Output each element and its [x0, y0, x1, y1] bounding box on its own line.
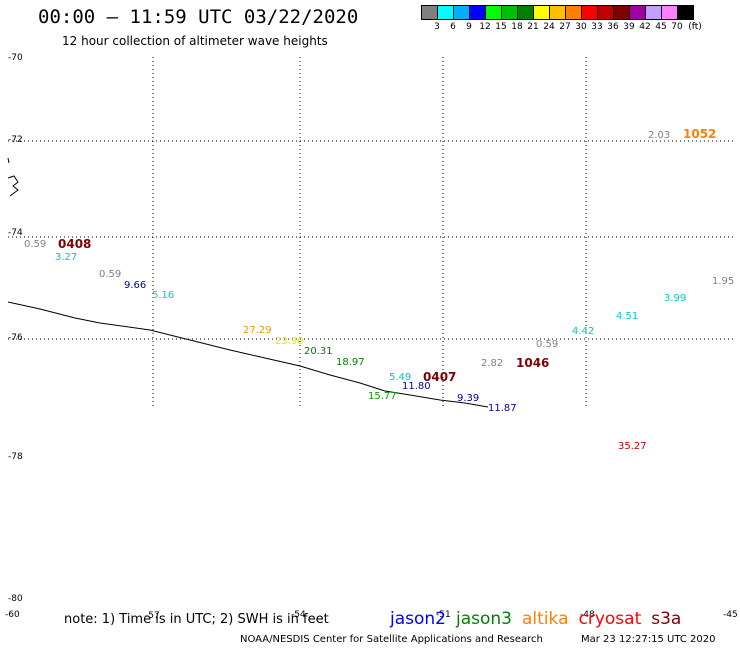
longitude-labels: -60 -57 -54 -51 -48 -45 — [5, 610, 738, 621]
wave-height-labels: 0.59 3.27 0.59 9.66 5.16 27.29 23.90 20.… — [24, 130, 734, 452]
track-label: 1046 — [516, 356, 549, 370]
satellite-s3a: s3a — [651, 609, 682, 629]
lon-label: -48 — [580, 610, 595, 620]
lat-label: -80 — [8, 594, 23, 604]
color-legend-label: 12 — [479, 22, 491, 32]
wave-height: 20.31 — [304, 346, 333, 357]
color-legend-label: 27 — [559, 22, 571, 32]
color-legend-label: 39 — [623, 22, 635, 32]
lat-label: -70 — [8, 53, 23, 63]
coastline — [7, 301, 489, 408]
wave-height: 35.27 — [618, 441, 647, 452]
track-label: 1052 — [683, 127, 716, 141]
satellite-jason2: jason2 — [390, 609, 446, 629]
satellite-altika: altika — [522, 609, 569, 629]
color-legend-label: 18 — [511, 22, 523, 32]
wave-height: 1.95 — [712, 276, 734, 287]
wave-height: 0.59 — [536, 339, 558, 350]
color-legend-label: 30 — [575, 22, 587, 32]
wave-height: 5.49 — [389, 372, 411, 383]
color-legend-label: 24 — [543, 22, 555, 32]
wave-height: 15.77 — [368, 391, 397, 402]
latitude-labels: -70 -72 -74 -76 -78 -80 — [8, 53, 23, 604]
longitude-gridlines — [152, 57, 587, 408]
wave-height: 11.87 — [488, 403, 517, 414]
wave-height: 5.16 — [152, 290, 174, 301]
wave-height: 27.29 — [243, 325, 272, 336]
wave-height: 9.39 — [457, 393, 479, 404]
wave-height: 2.03 — [648, 130, 670, 141]
lat-label: -72 — [8, 135, 23, 145]
color-legend-label: 45 — [655, 22, 667, 32]
lon-label: -54 — [291, 610, 306, 620]
wave-height: 0.59 — [99, 269, 121, 280]
wave-height: 11.80 — [402, 381, 431, 392]
color-legend-label: 42 — [639, 22, 651, 32]
wave-height: 23.90 — [275, 336, 304, 347]
wave-height: 3.99 — [664, 293, 686, 304]
wave-height: 4.42 — [572, 326, 594, 337]
lat-label: -78 — [8, 452, 23, 462]
color-legend-label: 33 — [591, 22, 603, 32]
lat-label: -76 — [8, 333, 23, 343]
generated-timestamp: Mar 23 12:27:15 UTC 2020 — [581, 634, 716, 645]
lon-label: -60 — [5, 610, 20, 620]
track-label: 0407 — [423, 370, 456, 384]
lon-label: -45 — [723, 610, 738, 620]
island-outline — [7, 157, 19, 197]
color-legend-label: 3 — [434, 22, 440, 32]
map-subtitle: 12 hour collection of altimeter wave hei… — [62, 34, 328, 48]
color-legend-label: 15 — [495, 22, 507, 32]
lon-label: -57 — [145, 611, 160, 621]
color-legend-swatches — [421, 5, 694, 20]
wave-height: 9.66 — [124, 280, 146, 291]
latitude-gridlines — [8, 140, 735, 340]
satellite-legend: jason2 jason3 altika cryosat s3a — [390, 609, 691, 629]
color-legend-label: 21 — [527, 22, 539, 32]
color-legend-swatch — [677, 5, 694, 20]
lat-label: -74 — [8, 228, 23, 238]
color-legend-label: 6 — [450, 22, 456, 32]
color-legend-labels: 3 6 9 12 15 18 21 24 27 30 33 36 39 42 45 70 (ft) — [421, 22, 740, 34]
color-legend-label: 9 — [466, 22, 472, 32]
wave-height: 3.27 — [55, 252, 77, 263]
color-legend-label: 36 — [607, 22, 619, 32]
color-legend-label: (ft) — [688, 22, 702, 32]
lon-label: -51 — [436, 610, 451, 620]
color-legend-label: 70 — [671, 22, 683, 32]
track-label: 0408 — [58, 237, 91, 251]
map-title: 00:00 – 11:59 UTC 03/22/2020 — [38, 6, 359, 28]
wave-height: 2.82 — [481, 358, 503, 369]
wave-height: 18.97 — [336, 357, 365, 368]
satellite-cryosat: cryosat — [578, 609, 642, 629]
wave-height: 4.51 — [616, 311, 638, 322]
satellite-jason3: jason3 — [456, 609, 512, 629]
footer-note: note: 1) Time is in UTC; 2) SWH is in fe… — [64, 612, 329, 627]
credit-line: NOAA/NESDIS Center for Satellite Applica… — [240, 634, 543, 645]
wave-height: 0.59 — [24, 239, 46, 250]
track-labels: 0408 0407 1046 1052 — [58, 127, 716, 384]
color-legend: 3 6 9 12 15 18 21 24 27 30 33 36 39 42 45 70 (ft) — [421, 5, 702, 32]
